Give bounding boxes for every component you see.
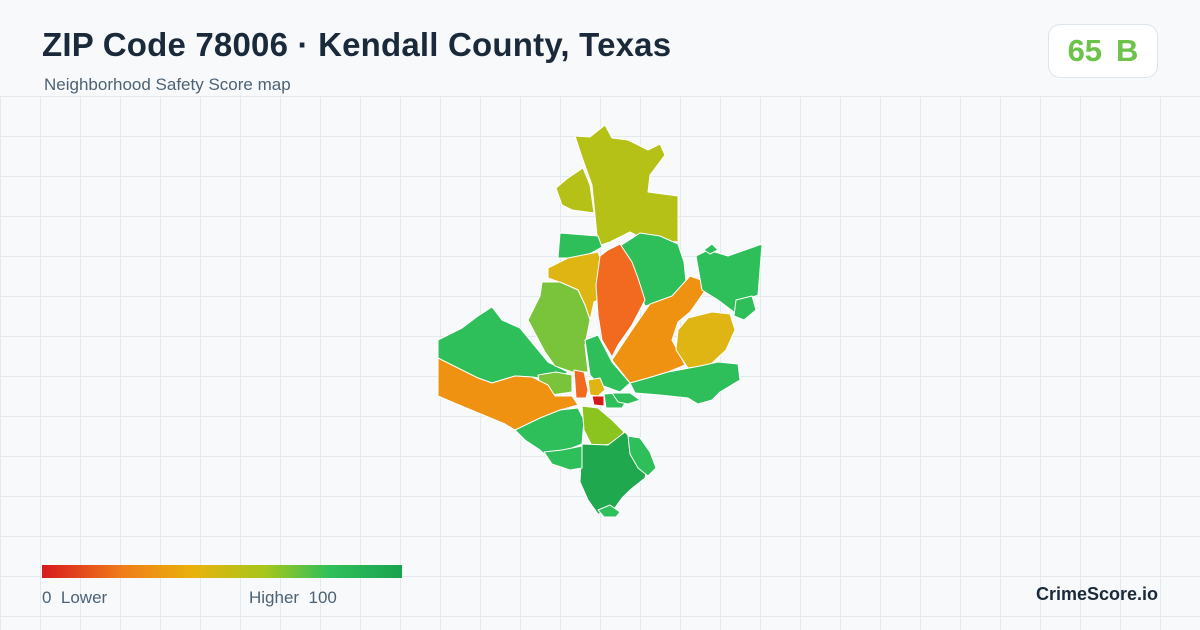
safety-score-badge: 65 B: [1048, 24, 1158, 78]
map-region[interactable]: [591, 395, 605, 407]
map-region[interactable]: [629, 361, 741, 405]
page-title: ZIP Code 78006 · Kendall County, Texas: [42, 26, 672, 63]
map-region[interactable]: [597, 504, 621, 518]
map-region[interactable]: [611, 275, 711, 384]
page-subtitle: Neighborhood Safety Score map: [44, 75, 291, 94]
legend-color-scale: [42, 565, 402, 578]
map-region[interactable]: [527, 281, 591, 373]
map-region[interactable]: [595, 243, 646, 358]
map-region[interactable]: [611, 392, 641, 405]
map-region[interactable]: [543, 445, 583, 471]
map-region[interactable]: [573, 369, 589, 399]
map-region[interactable]: [574, 124, 679, 247]
legend-high-label: Higher 100: [249, 588, 337, 607]
map-region[interactable]: [695, 243, 763, 313]
map-region[interactable]: [703, 243, 719, 255]
brand-logo-text: CrimeScore.io: [1035, 584, 1158, 604]
map-region[interactable]: [733, 295, 757, 321]
map-region[interactable]: [587, 377, 606, 397]
map-region[interactable]: [675, 311, 736, 369]
map-region[interactable]: [627, 435, 657, 477]
score-value: 65: [1067, 33, 1103, 68]
map-region[interactable]: [584, 334, 631, 393]
legend-low-label: 0 Lower: [42, 588, 108, 607]
score-grade: B: [1116, 33, 1139, 68]
map-region[interactable]: [437, 357, 579, 431]
map-region[interactable]: [555, 167, 595, 214]
